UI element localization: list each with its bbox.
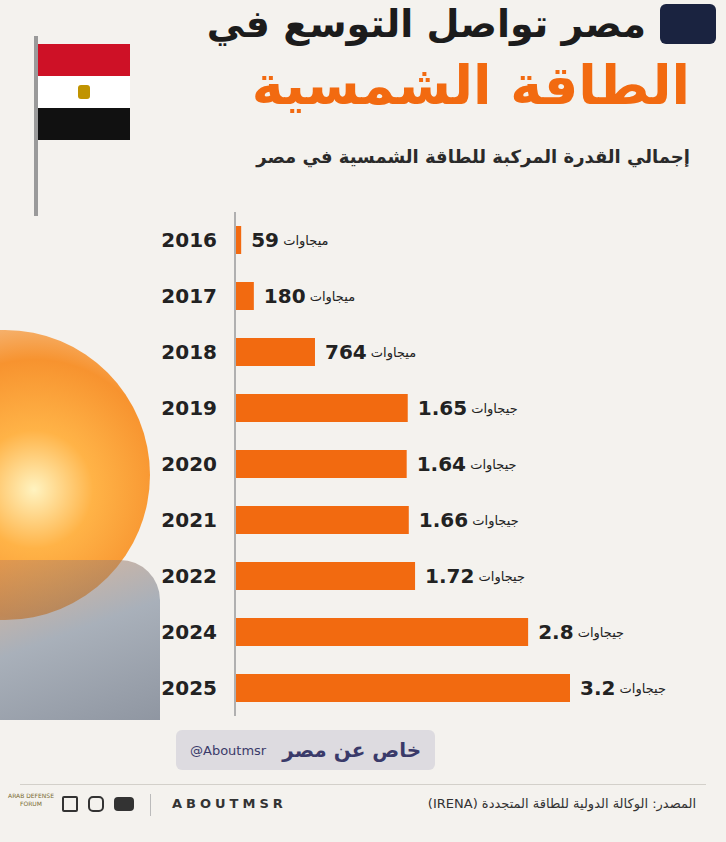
svg-text:180 ميجاوات: 180 ميجاوات — [264, 284, 355, 308]
svg-text:59 ميجاوات: 59 ميجاوات — [251, 228, 328, 252]
svg-text:2.8 جيجاوات: 2.8 جيجاوات — [538, 620, 624, 644]
svg-text:2020: 2020 — [161, 452, 217, 476]
svg-text:1.72 جيجاوات: 1.72 جيجاوات — [425, 564, 525, 588]
svg-text:2022: 2022 — [161, 564, 217, 588]
html-text:@Aboutmsr: @Aboutmsr — [190, 742, 267, 758]
html-text:ABOUTMSR: ABOUTMSR — [172, 796, 287, 811]
svg-text:1.66 جيجاوات: 1.66 جيجاوات — [419, 508, 519, 532]
svg-text:764 ميجاوات: 764 ميجاوات — [325, 340, 416, 364]
html-text:إجمالي القدرة المركبة للطاقة ا: إجمالي القدرة المركبة للطاقة الشمسية في … — [256, 146, 690, 167]
html-text:خاص عن مصر: خاص عن مصر — [282, 738, 422, 762]
svg-text:2018: 2018 — [161, 340, 217, 364]
svg-text:2024: 2024 — [161, 620, 217, 644]
html-text:ARAB DEFENSE FORUM: ARAB DEFENSE FORUM — [8, 792, 54, 807]
svg-text:2019: 2019 — [161, 396, 217, 420]
svg-text:3.2 جيجاوات: 3.2 جيجاوات — [580, 676, 666, 700]
svg-text:1.65 جيجاوات: 1.65 جيجاوات — [418, 396, 518, 420]
svg-text:2016: 2016 — [161, 228, 217, 252]
svg-text:2017: 2017 — [161, 284, 217, 308]
html-text:الطاقة الشمسية: الطاقة الشمسية — [251, 54, 690, 117]
svg-text:2025: 2025 — [161, 676, 217, 700]
svg-text:2021: 2021 — [161, 508, 217, 532]
html-text:المصدر: الوكالة الدولية للطاقة: المصدر: الوكالة الدولية للطاقة المتجددة … — [427, 796, 696, 811]
svg-text:1.64 جيجاوات: 1.64 جيجاوات — [417, 452, 517, 476]
html-text:مصر تواصل التوسع في: مصر تواصل التوسع في — [206, 2, 646, 46]
